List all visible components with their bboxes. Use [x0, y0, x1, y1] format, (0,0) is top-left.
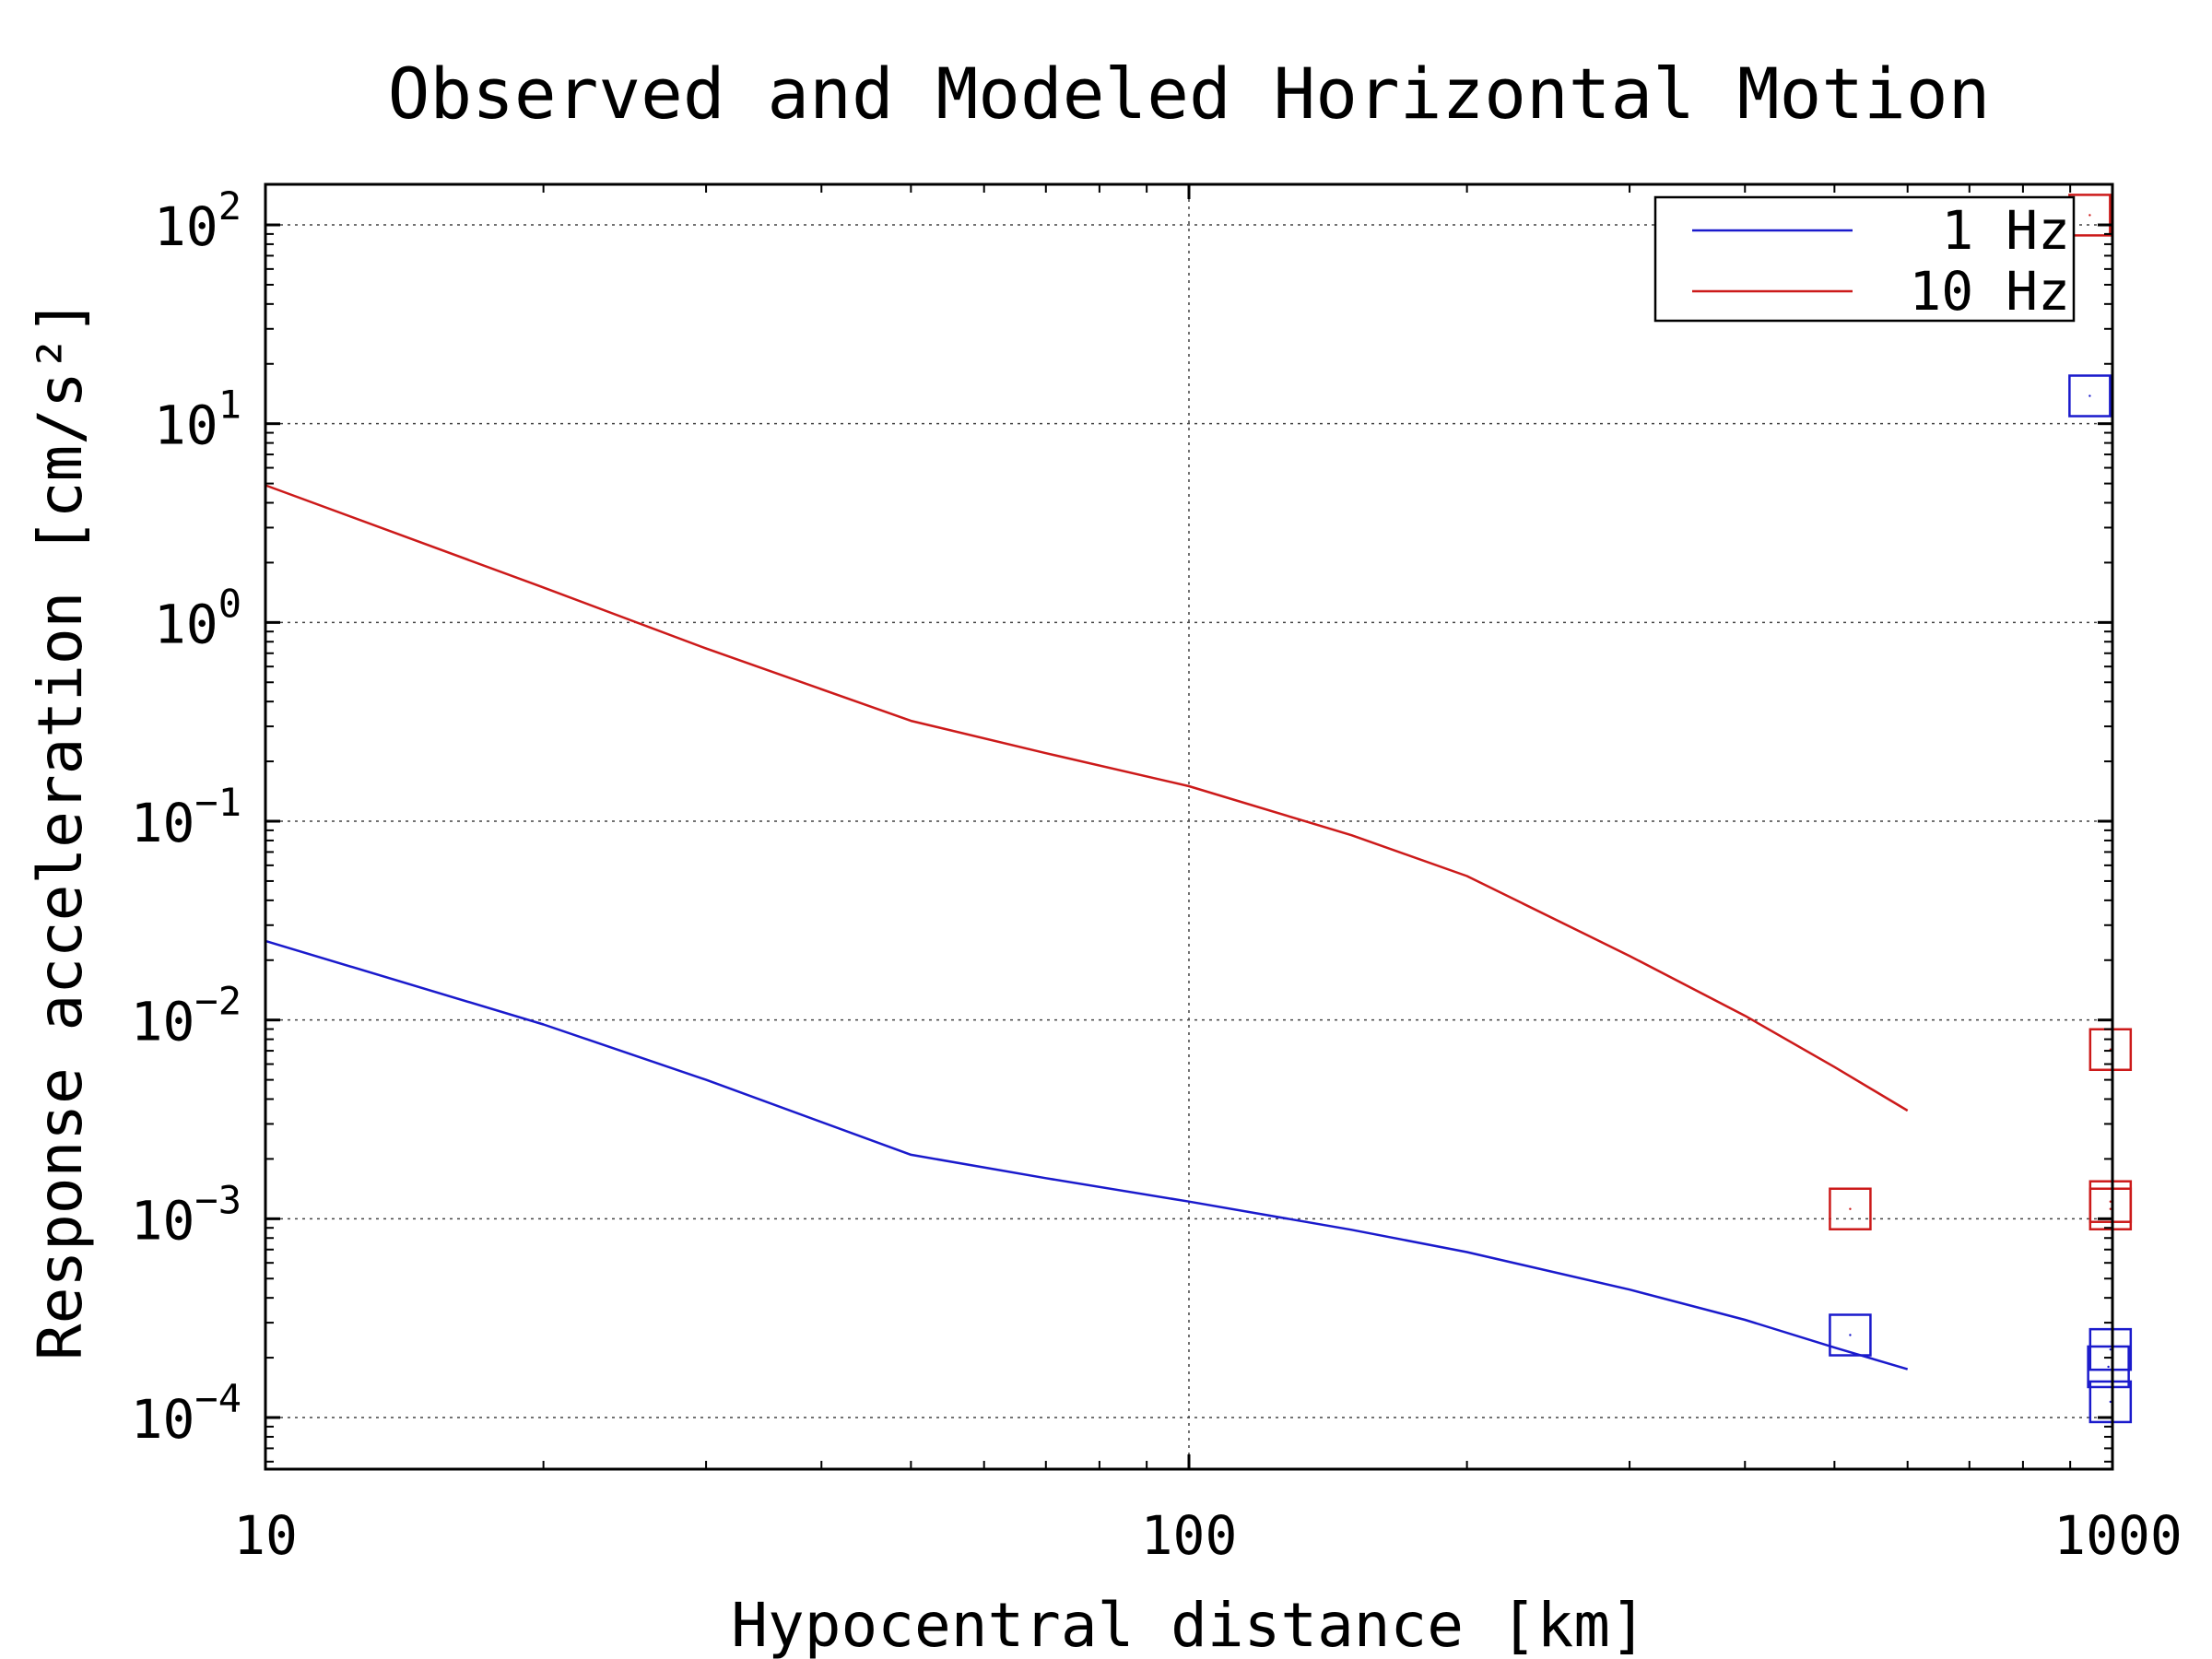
axis-ticks [264, 184, 2114, 1469]
observed-point-1-hz [2109, 1400, 2112, 1404]
legend-label-10-hz: 10 Hz [1909, 260, 2070, 323]
observed-marker-1-hz [2068, 374, 2112, 418]
y-tick-exponent: 0 [218, 581, 241, 626]
observed-marker-10-hz [1829, 1187, 1872, 1230]
y-tick-label: 10−4 [131, 1376, 241, 1451]
legend-box [1653, 195, 2076, 323]
y-tick-label: 100 [154, 581, 241, 655]
x-tick-labels: 10 100 1000 [233, 1504, 2183, 1567]
y-tick-exponent: 1 [218, 382, 241, 428]
y-tick-label: 10−2 [131, 979, 241, 1053]
observed-point-10-hz [2088, 214, 2091, 217]
observed-marker-1-hz [1829, 1313, 1872, 1357]
y-tick-exponent: −1 [194, 780, 241, 825]
y-tick-exponent: −2 [194, 979, 241, 1024]
observed-marker-1-hz [2088, 1380, 2133, 1424]
observed-marker-1-hz [2087, 1345, 2130, 1389]
y-tick-base: 10 [154, 195, 218, 258]
observed-markers [1829, 194, 2133, 1424]
y-tick-base: 10 [154, 593, 218, 655]
grid-lines [265, 184, 2112, 1469]
plot-series [265, 484, 1909, 1371]
observed-point-10-hz [2109, 1207, 2112, 1210]
y-tick-label: 10−1 [131, 780, 241, 854]
y-tick-base: 10 [131, 1388, 195, 1451]
observed-marker-10-hz [2088, 1187, 2133, 1230]
y-tick-base: 10 [131, 1189, 195, 1252]
y-tick-label: 101 [154, 382, 241, 457]
observed-point-1-hz [2088, 394, 2091, 397]
x-tick-label: 10 [233, 1504, 298, 1567]
y-tick-base: 10 [154, 394, 218, 457]
y-tick-base: 10 [131, 792, 195, 854]
x-tick-label: 100 [1141, 1504, 1238, 1567]
y-tick-exponent: −4 [194, 1376, 241, 1421]
observed-point-1-hz [2107, 1365, 2110, 1369]
y-tick-label: 102 [154, 183, 241, 258]
x-tick-label: 1000 [2053, 1504, 2183, 1567]
series-line-1-hz [265, 939, 1909, 1371]
y-axis-label: Response acceleration [cm/s²] [25, 299, 96, 1360]
x-axis-label: Hypocentral distance [km] [731, 1590, 1646, 1659]
legend-label-1-hz: 1 Hz [1941, 199, 2070, 262]
observed-point-1-hz [2109, 1347, 2112, 1351]
observed-point-10-hz [2109, 1200, 2112, 1203]
series-line-10-hz [265, 484, 1909, 1112]
y-tick-label: 10−3 [131, 1177, 241, 1252]
observed-point-10-hz [1849, 1207, 1852, 1210]
y-tick-exponent: −3 [194, 1177, 241, 1222]
observed-point-1-hz [1849, 1334, 1852, 1336]
y-tick-exponent: 2 [218, 183, 241, 229]
chart-title: Observed and Modeled Horizontal Motion [388, 53, 1991, 135]
observed-marker-1-hz [2088, 1327, 2133, 1371]
y-tick-base: 10 [131, 991, 195, 1053]
